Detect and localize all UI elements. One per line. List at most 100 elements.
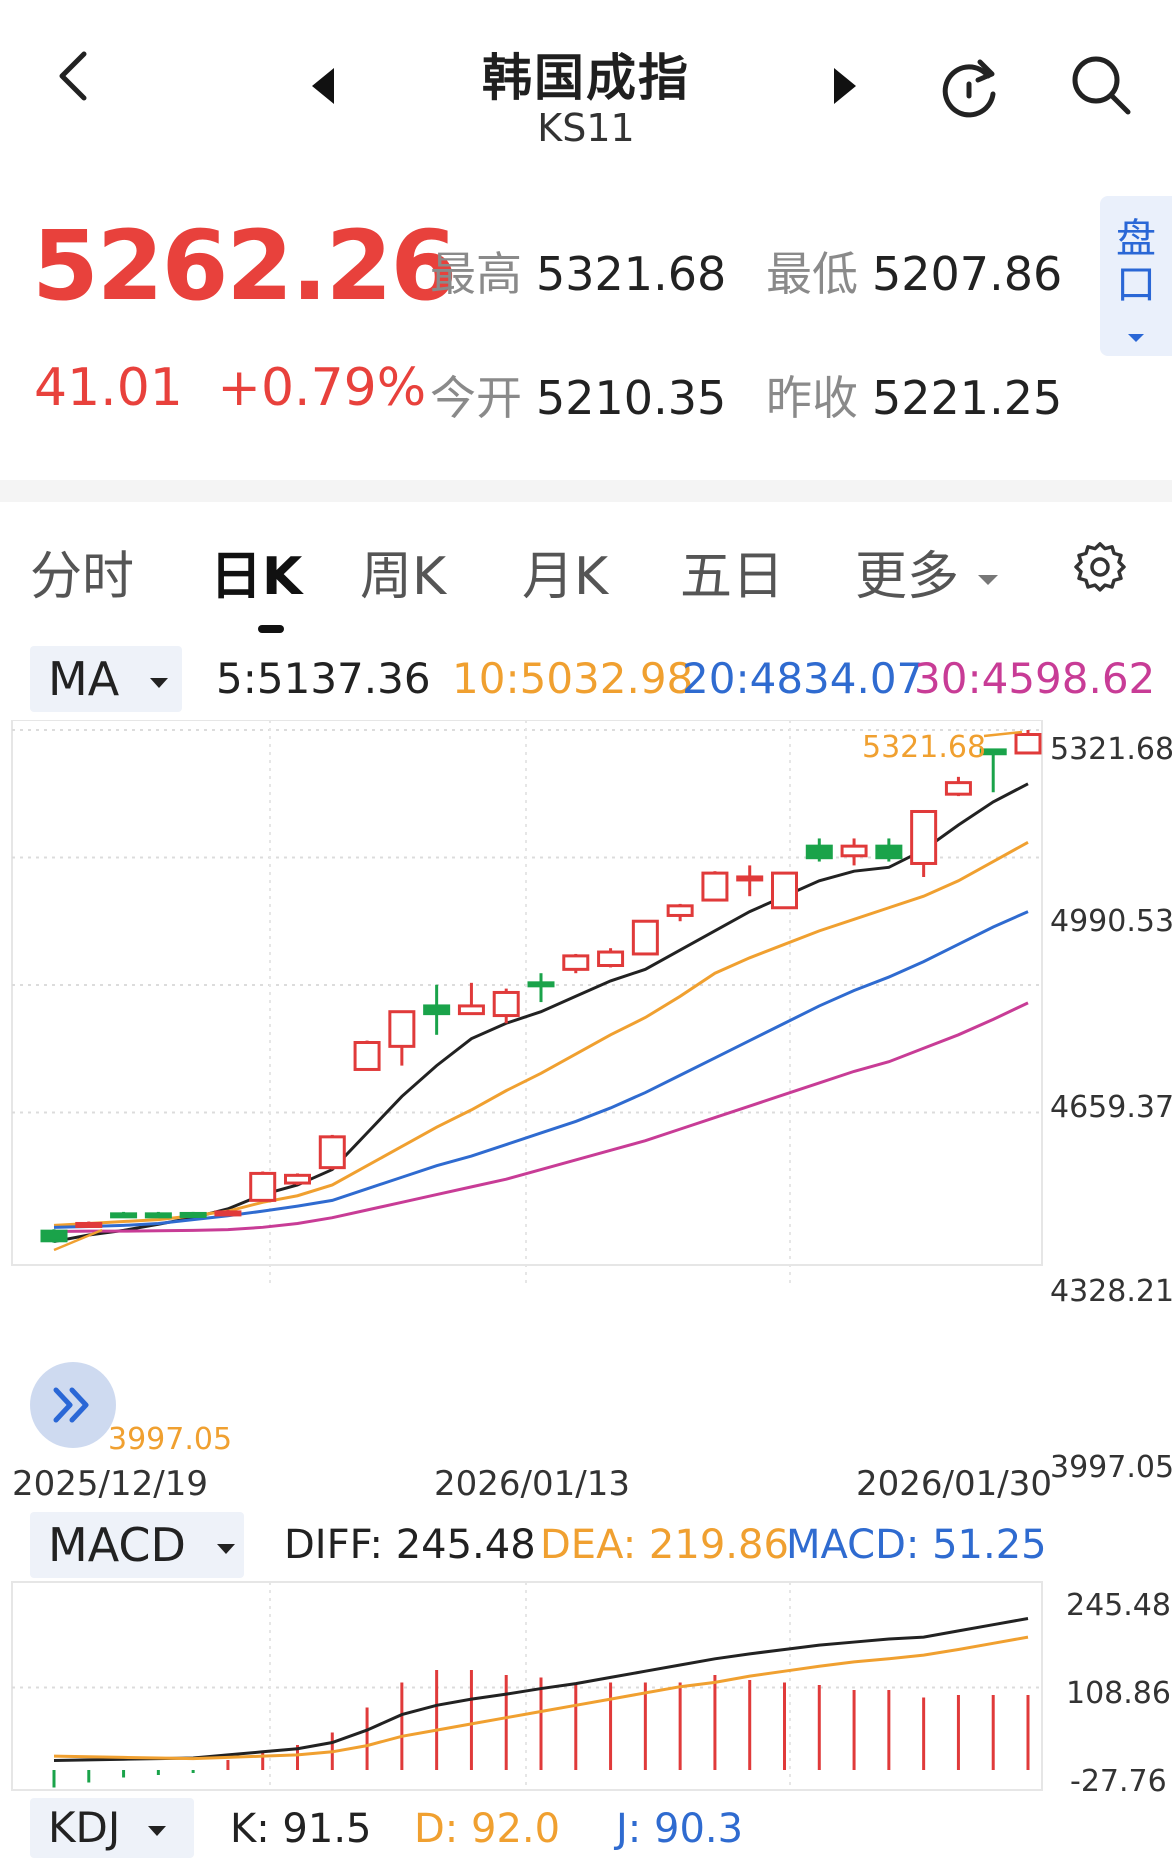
price-change: 41.01 +0.79% xyxy=(34,358,426,418)
candle-body xyxy=(771,871,798,910)
current-price: 5262.26 xyxy=(32,210,457,322)
max-price-marker: 5321.68 xyxy=(862,730,987,765)
candle-body xyxy=(527,981,555,988)
open-stat: 今开 5210.35 xyxy=(430,362,726,428)
x-date-label: 2026/01/30 xyxy=(856,1464,1052,1504)
candle-body xyxy=(597,950,625,968)
macd-indicator-selector[interactable]: MACD xyxy=(30,1512,244,1578)
candle-body xyxy=(179,1211,207,1218)
candle-body xyxy=(840,844,868,858)
ma20-value: 20:4834.07 xyxy=(682,654,924,703)
prev-close-value: 5221.25 xyxy=(872,371,1063,425)
double-chevron-right-icon xyxy=(53,1387,89,1423)
y-tick-label: 4328.21 xyxy=(1050,1274,1172,1309)
candle-body xyxy=(353,1041,381,1071)
macd-line-diff xyxy=(53,1617,1029,1762)
candle-body xyxy=(388,1010,416,1048)
candle-body xyxy=(423,1004,451,1016)
index-code: KS11 xyxy=(537,106,635,150)
candle-body xyxy=(875,844,903,860)
y-tick-label: 4990.53 xyxy=(1050,904,1172,939)
candle-body xyxy=(284,1173,311,1185)
open-label: 今开 xyxy=(430,371,522,425)
order-book-tab[interactable]: 盘口 xyxy=(1100,196,1172,356)
y-tick-label: 4659.37 xyxy=(1050,1090,1172,1125)
candlestick-chart[interactable] xyxy=(0,720,1172,1510)
low-stat: 最低 5207.86 xyxy=(766,238,1062,304)
high-label: 最高 xyxy=(430,247,522,301)
settings-gear-icon[interactable] xyxy=(1074,542,1126,594)
candle-body xyxy=(144,1212,172,1219)
x-date-label: 2026/01/13 xyxy=(434,1464,630,1504)
expand-panel-button[interactable] xyxy=(30,1362,116,1448)
candle-body xyxy=(910,809,938,865)
ma-line-ma20 xyxy=(53,910,1029,1229)
prev-close-stat: 昨收 5221.25 xyxy=(766,362,1062,428)
macd-y-tick: 245.48 xyxy=(1066,1588,1171,1623)
tab-monthly-k[interactable]: 月K xyxy=(522,547,609,607)
tab-intraday[interactable]: 分时 xyxy=(30,547,135,607)
candle-body xyxy=(249,1171,277,1202)
index-name: 韩国成指 xyxy=(482,49,690,107)
kdj-j-value: J: 90.3 xyxy=(616,1806,744,1852)
candle-body xyxy=(457,1004,485,1016)
search-icon[interactable] xyxy=(1068,52,1134,118)
macd-caret-icon xyxy=(216,1543,235,1554)
candle-body xyxy=(736,875,764,882)
kdj-indicator-selector[interactable]: KDJ xyxy=(30,1798,194,1858)
change-percent: +0.79% xyxy=(217,358,427,418)
macd-chart[interactable] xyxy=(0,1580,1172,1795)
ma10-value: 10:5032.98 xyxy=(452,654,694,703)
ma-line-ma30 xyxy=(53,1001,1029,1234)
section-divider xyxy=(0,480,1172,502)
y-tick-label: 5321.68 xyxy=(1050,732,1172,767)
candle-body xyxy=(979,748,1007,756)
refresh-icon[interactable] xyxy=(936,54,1002,120)
high-stat: 最高 5321.68 xyxy=(430,238,726,304)
prev-close-label: 昨收 xyxy=(766,371,858,425)
macd-line-dea xyxy=(53,1635,1029,1761)
tab-weekly-k[interactable]: 周K xyxy=(360,547,447,607)
tab-five-day[interactable]: 五日 xyxy=(680,547,785,607)
ma-indicator-selector[interactable]: MA xyxy=(30,646,182,712)
candle-body xyxy=(944,781,972,796)
min-price-marker: 3997.05 xyxy=(108,1422,233,1457)
change-value: 41.01 xyxy=(34,358,183,418)
candle-body xyxy=(805,844,833,860)
ma5-value: 5:5137.36 xyxy=(216,654,431,703)
kdj-caret-icon xyxy=(147,1825,166,1836)
ma30-value: 30:4598.62 xyxy=(914,654,1156,703)
dropdown-caret-icon xyxy=(1128,334,1144,342)
tab-more-label: 更多 xyxy=(855,547,960,607)
ma-caret-icon xyxy=(149,677,168,688)
candle-body xyxy=(666,904,694,917)
order-book-label: 盘口 xyxy=(1116,216,1156,308)
candle-body xyxy=(318,1135,346,1170)
open-value: 5210.35 xyxy=(536,371,727,425)
macd-dea-value: DEA: 219.86 xyxy=(540,1522,789,1568)
high-value: 5321.68 xyxy=(536,247,727,301)
candle-body xyxy=(562,954,590,971)
candle-body xyxy=(110,1212,138,1219)
min-marker-line xyxy=(53,1228,103,1252)
candle-body xyxy=(40,1229,68,1243)
low-label: 最低 xyxy=(766,247,858,301)
kdj-selector-label: KDJ xyxy=(48,1803,121,1852)
tab-daily-k[interactable]: 日K xyxy=(210,547,303,607)
kdj-k-value: K: 91.5 xyxy=(230,1806,372,1852)
low-value: 5207.86 xyxy=(872,247,1063,301)
next-index-arrow-icon[interactable] xyxy=(830,66,860,106)
ma-selector-label: MA xyxy=(48,652,120,706)
candle-body xyxy=(701,871,729,902)
prev-index-arrow-icon[interactable] xyxy=(308,66,338,106)
candle-body xyxy=(631,919,659,956)
max-marker-line xyxy=(983,730,1023,738)
ma-line-ma10 xyxy=(53,840,1029,1227)
kdj-d-value: D: 92.0 xyxy=(414,1806,561,1852)
tab-more[interactable]: 更多 xyxy=(855,534,1000,609)
macd-diff-value: DIFF: 245.48 xyxy=(284,1522,536,1568)
macd-hist-value: MACD: 51.25 xyxy=(786,1522,1047,1568)
back-chevron-icon[interactable] xyxy=(54,50,94,102)
macd-y-tick: -27.76 xyxy=(1070,1764,1167,1799)
candle-body xyxy=(214,1210,242,1217)
